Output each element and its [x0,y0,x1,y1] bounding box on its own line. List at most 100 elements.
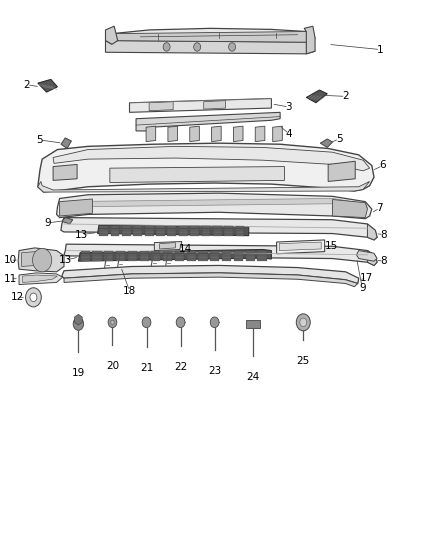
Text: 1: 1 [377,45,384,54]
Bar [163,256,172,259]
Polygon shape [106,31,315,44]
Bar [258,259,267,261]
Polygon shape [78,249,272,261]
Bar [222,256,231,259]
Bar [104,251,113,253]
Bar [190,229,199,231]
Bar [236,229,244,231]
Bar [99,231,108,233]
Bar [234,251,243,253]
Circle shape [108,317,117,328]
Bar [140,254,149,256]
Text: 9: 9 [45,218,51,228]
Bar [179,234,187,236]
Bar [201,231,210,233]
Bar [179,231,187,233]
Bar [246,256,255,259]
Bar [201,234,210,236]
Bar [140,259,149,261]
Circle shape [111,320,114,325]
Bar [175,251,184,253]
Polygon shape [255,126,265,142]
Bar [258,251,267,253]
Polygon shape [110,166,285,182]
Bar [175,259,184,261]
Bar [210,259,219,261]
Text: 23: 23 [208,367,221,376]
Bar [224,231,233,233]
Polygon shape [279,242,321,251]
Polygon shape [38,143,374,192]
Bar [190,231,199,233]
Text: 10: 10 [4,255,17,265]
Bar [198,256,208,259]
Bar [99,234,108,236]
Bar [258,256,267,259]
Polygon shape [64,244,377,265]
Bar [104,256,113,259]
Bar [104,254,113,256]
Bar [213,231,222,233]
Bar [246,254,255,256]
Bar [116,251,125,253]
Bar [92,251,102,253]
Bar [128,251,137,253]
Bar [145,229,153,231]
Polygon shape [212,126,221,142]
Polygon shape [332,199,367,217]
Bar [213,234,222,236]
Polygon shape [61,138,71,149]
Bar [116,259,125,261]
Polygon shape [357,251,377,261]
Polygon shape [22,275,57,282]
Text: 19: 19 [72,368,85,377]
Polygon shape [98,225,249,236]
Text: 15: 15 [325,241,338,251]
Bar [167,226,176,228]
Polygon shape [62,265,359,284]
Text: 5: 5 [336,134,343,144]
Bar [224,234,233,236]
Bar [122,234,131,236]
Bar [175,254,184,256]
Bar [122,231,131,233]
Bar [234,254,243,256]
Bar [179,226,187,228]
Bar [167,234,176,236]
Polygon shape [277,240,325,254]
Bar [134,226,142,228]
Polygon shape [61,217,377,240]
Circle shape [210,317,219,328]
Bar [128,254,137,256]
Polygon shape [38,181,370,192]
Bar [140,256,149,259]
Bar [116,256,125,259]
Bar [222,251,231,253]
Circle shape [73,318,84,330]
Bar [99,226,108,228]
Polygon shape [273,126,283,142]
Bar [163,251,172,253]
Polygon shape [74,314,82,325]
Bar [99,229,108,231]
Polygon shape [21,252,35,266]
Text: 18: 18 [123,286,136,296]
Bar [92,254,102,256]
Bar [179,229,187,231]
Bar [213,229,222,231]
Polygon shape [306,90,327,103]
Polygon shape [246,320,260,328]
Polygon shape [328,161,355,181]
Bar [258,254,267,256]
Text: 9: 9 [359,283,366,293]
Bar [92,259,102,261]
Bar [190,226,199,228]
Bar [151,254,160,256]
Bar [81,251,90,253]
Bar [156,226,165,228]
Bar [210,254,219,256]
Bar [92,256,102,259]
Bar [246,259,255,261]
Bar [167,231,176,233]
Polygon shape [62,217,73,224]
